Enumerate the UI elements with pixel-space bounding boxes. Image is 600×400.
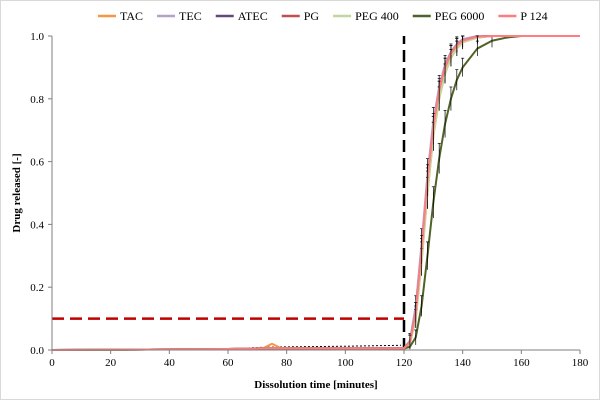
x-tick-label: 160 bbox=[513, 357, 530, 369]
legend-label: PEG 400 bbox=[355, 9, 399, 23]
legend-label: TAC bbox=[120, 9, 143, 23]
x-tick-label: 180 bbox=[572, 357, 589, 369]
x-tick-label: 60 bbox=[223, 357, 235, 369]
series-line bbox=[51, 35, 580, 351]
y-tick-label: 0.4 bbox=[30, 219, 44, 231]
series-line bbox=[51, 35, 580, 351]
x-tick-label: 140 bbox=[454, 357, 471, 369]
legend-item: TEC bbox=[157, 9, 202, 23]
series-line bbox=[51, 35, 580, 351]
series-peg-6000 bbox=[51, 35, 580, 351]
series-line bbox=[51, 35, 580, 351]
legend: TAC TEC ATEC PG PEG 400 PEG 6000 P 124 bbox=[98, 9, 548, 23]
x-tick-label: 120 bbox=[396, 357, 413, 369]
series-line bbox=[51, 35, 580, 351]
series-pg bbox=[51, 35, 580, 351]
y-tick-label: 0.6 bbox=[30, 157, 44, 169]
legend-label: P 124 bbox=[520, 9, 547, 23]
x-tick-label: 0 bbox=[49, 357, 55, 369]
x-axis-title: Dissolution time [minutes] bbox=[254, 379, 377, 391]
y-axis: 0.0 0.2 0.4 0.6 0.8 1.0 bbox=[30, 31, 53, 357]
series-peg-400 bbox=[51, 35, 580, 351]
legend-label: PG bbox=[304, 9, 320, 23]
y-tick-label: 0.0 bbox=[30, 345, 44, 357]
y-axis-title: Drug released [-] bbox=[11, 153, 23, 232]
legend-item: PG bbox=[281, 9, 320, 23]
series-tac bbox=[51, 35, 580, 351]
y-tick-label: 0.8 bbox=[30, 94, 44, 106]
legend-label: TEC bbox=[179, 9, 202, 23]
x-tick-label: 40 bbox=[164, 357, 176, 369]
x-tick-label: 20 bbox=[105, 357, 117, 369]
legend-item: ATEC bbox=[215, 9, 268, 23]
series-atec bbox=[51, 35, 580, 351]
x-tick-label: 100 bbox=[337, 357, 354, 369]
series-line bbox=[51, 35, 580, 351]
legend-item: PEG 6000 bbox=[412, 9, 485, 23]
x-tick-label: 80 bbox=[281, 357, 293, 369]
plot-area bbox=[51, 35, 580, 351]
legend-label: ATEC bbox=[238, 9, 268, 23]
series-line bbox=[51, 35, 580, 351]
legend-item: TAC bbox=[98, 9, 143, 23]
y-tick-label: 1.0 bbox=[30, 31, 44, 43]
x-axis: 0 20 40 60 80 100 120 140 160 180 bbox=[49, 349, 589, 369]
legend-item: P 124 bbox=[498, 9, 548, 23]
series-tec bbox=[51, 35, 580, 351]
legend-label: PEG 6000 bbox=[435, 9, 485, 23]
series-p-124 bbox=[51, 35, 580, 351]
legend-item: PEG 400 bbox=[333, 9, 399, 23]
y-tick-label: 0.2 bbox=[30, 282, 44, 294]
